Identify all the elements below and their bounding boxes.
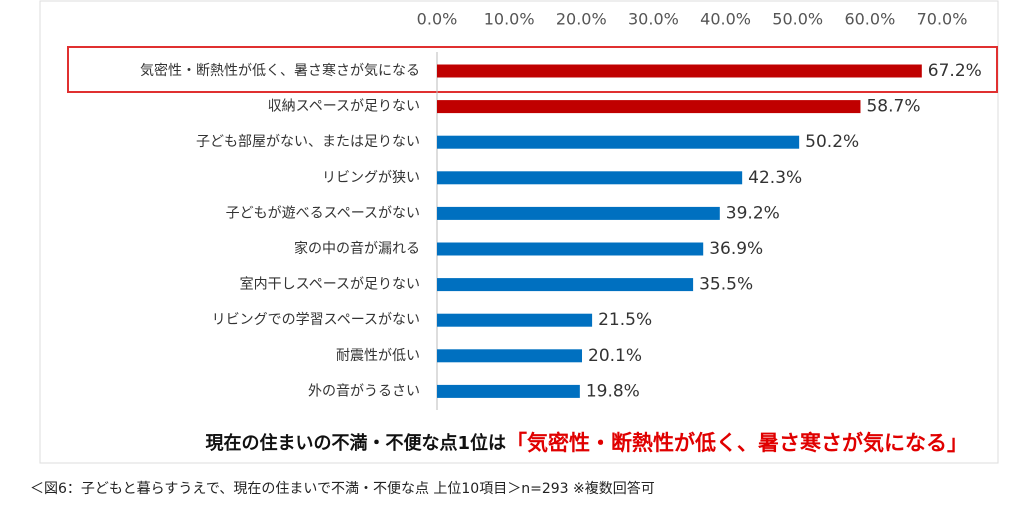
bar bbox=[437, 349, 583, 363]
headline-highlight: 「気密性・断熱性が低く、暑さ寒さが気になる」 bbox=[506, 431, 968, 455]
x-tick-label: 20.0% bbox=[556, 10, 607, 29]
value-label: 50.2% bbox=[805, 132, 859, 152]
bar bbox=[437, 242, 704, 256]
category-label: リビングが狭い bbox=[322, 170, 420, 186]
value-label: 20.1% bbox=[588, 346, 642, 366]
category-label: 収納スペースが足りない bbox=[268, 99, 420, 115]
category-label: 気密性・断熱性が低く、暑さ寒さが気になる bbox=[140, 62, 420, 79]
headline: 現在の住まいの不満・不便な点1位は bbox=[205, 432, 506, 454]
value-label: 39.2% bbox=[726, 203, 780, 223]
bar bbox=[437, 171, 743, 185]
value-label: 19.8% bbox=[586, 381, 640, 401]
chart-frame bbox=[39, 0, 999, 464]
value-label: 58.7% bbox=[866, 97, 920, 117]
category-label: 子どもが遊べるスペースがない bbox=[226, 205, 420, 221]
x-tick-label: 10.0% bbox=[484, 10, 535, 29]
category-label: 耐震性が低い bbox=[336, 348, 420, 364]
x-tick-label: 50.0% bbox=[772, 10, 823, 29]
value-label: 42.3% bbox=[748, 168, 802, 188]
x-tick-label: 60.0% bbox=[844, 10, 895, 29]
bar bbox=[437, 384, 580, 398]
highlight-box bbox=[67, 46, 998, 93]
category-label: 家の中の音が漏れる bbox=[294, 240, 420, 257]
category-label: リビングでの学習スペースがない bbox=[212, 312, 420, 328]
x-tick-label: 0.0% bbox=[417, 10, 458, 29]
value-label: 36.9% bbox=[709, 239, 763, 259]
x-tick-label: 40.0% bbox=[700, 10, 751, 29]
bar bbox=[437, 135, 800, 149]
value-label: 21.5% bbox=[598, 310, 652, 330]
bar bbox=[437, 206, 720, 220]
bar bbox=[437, 278, 694, 292]
value-label: 35.5% bbox=[699, 275, 753, 295]
x-tick-label: 70.0% bbox=[917, 10, 968, 29]
bar bbox=[437, 100, 861, 114]
category-label: 室内干しスペースが足りない bbox=[240, 276, 420, 293]
bar bbox=[437, 313, 593, 327]
category-label: 子ども部屋がない、または足りない bbox=[196, 134, 420, 150]
value-label: 67.2% bbox=[928, 61, 982, 81]
category-label: 外の音がうるさい bbox=[308, 382, 420, 399]
x-tick-label: 30.0% bbox=[628, 10, 679, 29]
bar bbox=[437, 64, 922, 78]
caption: ＜図6：子どもと暮らすうえで、現在の住まいで不満・不便な点 上位10項目＞n=2… bbox=[30, 480, 655, 497]
